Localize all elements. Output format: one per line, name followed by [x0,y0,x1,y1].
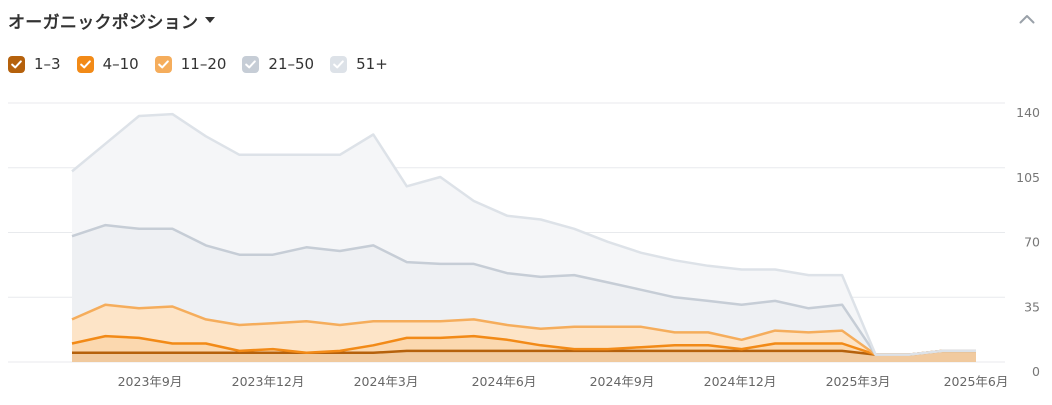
checkbox-checked-icon[interactable] [330,55,348,73]
chart-areas [72,114,976,362]
series-line-11-20 [71,303,976,356]
x-tick-label: 2023年12月 [232,374,305,389]
y-tick-label: 35 [1024,299,1040,314]
x-axis-ticks: 2023年9月 2023年12月 2024年3月 2024年6月 2024年9月 2024… [118,374,1009,389]
chevron-up-icon[interactable] [1016,10,1038,28]
x-tick-label: 2023年9月 [118,374,183,389]
chart-lines [71,112,976,356]
legend-item-21-50[interactable]: 21–50 [242,55,314,73]
series-line-4-10 [71,334,976,356]
legend-label: 1–3 [34,55,61,73]
area-11-20 [72,304,976,355]
checkbox-checked-icon[interactable] [242,55,260,73]
legend-item-1-3[interactable]: 1–3 [8,55,61,73]
y-tick-label: 70 [1024,235,1040,250]
checkbox-checked-icon[interactable] [154,55,172,73]
x-tick-label: 2025年6月 [944,374,1009,389]
checkbox-checked-icon[interactable] [8,55,25,73]
checkbox-checked-icon[interactable] [76,55,94,73]
organic-positions-area-chart[interactable]: 0 35 70 105 140 2023年9月 2023年12月 2024年3月 2024年6… [0,90,1052,405]
chart-header: オーガニックポジション [8,6,216,34]
legend-label: 11–20 [180,55,227,73]
legend-label: 21–50 [268,55,315,73]
legend-item-51-plus[interactable]: 51+ [330,55,388,73]
legend-label: 51+ [356,55,388,73]
caret-down-icon[interactable] [205,17,216,23]
x-tick-label: 2024年12月 [704,374,777,389]
x-tick-label: 2025年3月 [826,374,891,389]
legend-item-11-20[interactable]: 11–20 [154,55,227,73]
series-line-1-3 [72,349,976,356]
area-21-50 [72,225,976,355]
legend-label: 4–10 [102,55,139,73]
legend-item-4-10[interactable]: 4–10 [76,55,139,73]
y-tick-label: 140 [1016,105,1040,120]
x-tick-label: 2024年9月 [590,374,655,389]
chart-title: オーガニックポジション [8,12,199,33]
y-axis-ticks: 0 35 70 105 140 [1016,105,1040,379]
x-tick-label: 2024年6月 [472,374,537,389]
chart-legend: 1–3 4–10 11–20 21–50 51+ [8,53,404,75]
x-tick-label: 2024年3月 [354,374,419,389]
area-51+ [72,114,976,355]
y-tick-label: 0 [1032,364,1040,379]
y-tick-label: 105 [1016,170,1040,185]
series-line-51+ [71,112,976,356]
series-line-21-50 [71,223,976,356]
